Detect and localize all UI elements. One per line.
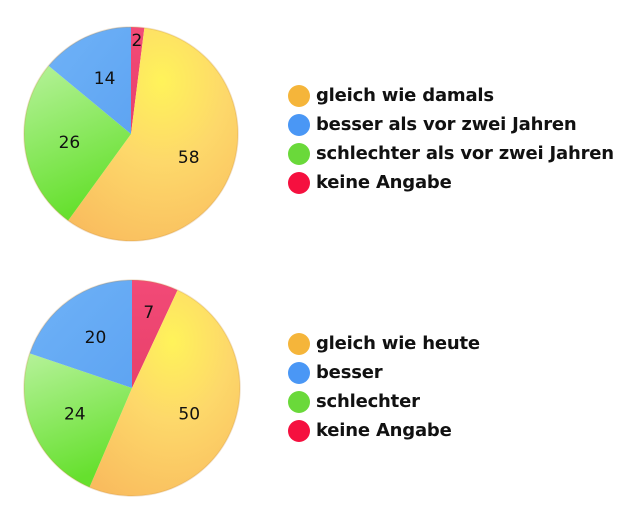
legend-label: schlechter als vor zwei Jahren bbox=[316, 143, 614, 164]
slice-value-label: 14 bbox=[94, 69, 116, 89]
slice-gleich bbox=[89, 290, 241, 497]
legend-item: gleich wie damals bbox=[288, 81, 614, 110]
slice-besser bbox=[48, 27, 131, 134]
legend-item: keine Angabe bbox=[288, 416, 480, 445]
slice-value-label: 20 bbox=[85, 328, 107, 348]
legend-color-dot-icon bbox=[288, 332, 310, 355]
pie-chart-past: 2 58 26 14 bbox=[23, 26, 239, 242]
legend-item: besser bbox=[288, 358, 480, 387]
legend-label: keine Angabe bbox=[316, 420, 452, 441]
slice-keine-angabe bbox=[132, 280, 178, 388]
legend-color-dot-icon bbox=[288, 171, 310, 194]
legend-item: gleich wie heute bbox=[288, 329, 480, 358]
legend-item: keine Angabe bbox=[288, 168, 614, 197]
legend-label: schlechter bbox=[316, 391, 420, 412]
legend-color-dot-icon bbox=[288, 390, 310, 413]
slice-besser bbox=[29, 280, 132, 388]
slice-value-label: 7 bbox=[143, 303, 154, 323]
slice-schlechter bbox=[24, 353, 133, 488]
slice-value-label: 24 bbox=[64, 405, 86, 425]
legend-label: besser als vor zwei Jahren bbox=[316, 114, 577, 135]
slice-value-label: 50 bbox=[178, 405, 200, 425]
slice-gleich bbox=[68, 27, 238, 242]
slice-value-label: 26 bbox=[59, 133, 81, 153]
legend-label: besser bbox=[316, 362, 383, 383]
legend-item: schlechter bbox=[288, 387, 480, 416]
legend-color-dot-icon bbox=[288, 419, 310, 442]
legend-label: keine Angabe bbox=[316, 172, 452, 193]
pie-outline bbox=[23, 279, 241, 497]
slice-schlechter bbox=[23, 65, 132, 221]
legend-label: gleich wie heute bbox=[316, 333, 480, 354]
legend-color-dot-icon bbox=[288, 84, 310, 107]
slice-value-label: 2 bbox=[131, 31, 142, 51]
legend-future: gleich wie heute besser schlechter keine An… bbox=[288, 329, 480, 445]
legend-past: gleich wie damals besser als vor zwei Jah… bbox=[288, 81, 614, 197]
legend-item: besser als vor zwei Jahren bbox=[288, 110, 614, 139]
pie-outline bbox=[23, 26, 239, 242]
pie-chart-future: 7 50 24 20 bbox=[23, 279, 241, 497]
legend-label: gleich wie damals bbox=[316, 85, 494, 106]
slice-value-label: 58 bbox=[178, 148, 200, 168]
legend-color-dot-icon bbox=[288, 113, 310, 136]
legend-color-dot-icon bbox=[288, 361, 310, 384]
legend-item: schlechter als vor zwei Jahren bbox=[288, 139, 614, 168]
slice-keine-angabe bbox=[131, 27, 145, 134]
legend-color-dot-icon bbox=[288, 142, 310, 165]
